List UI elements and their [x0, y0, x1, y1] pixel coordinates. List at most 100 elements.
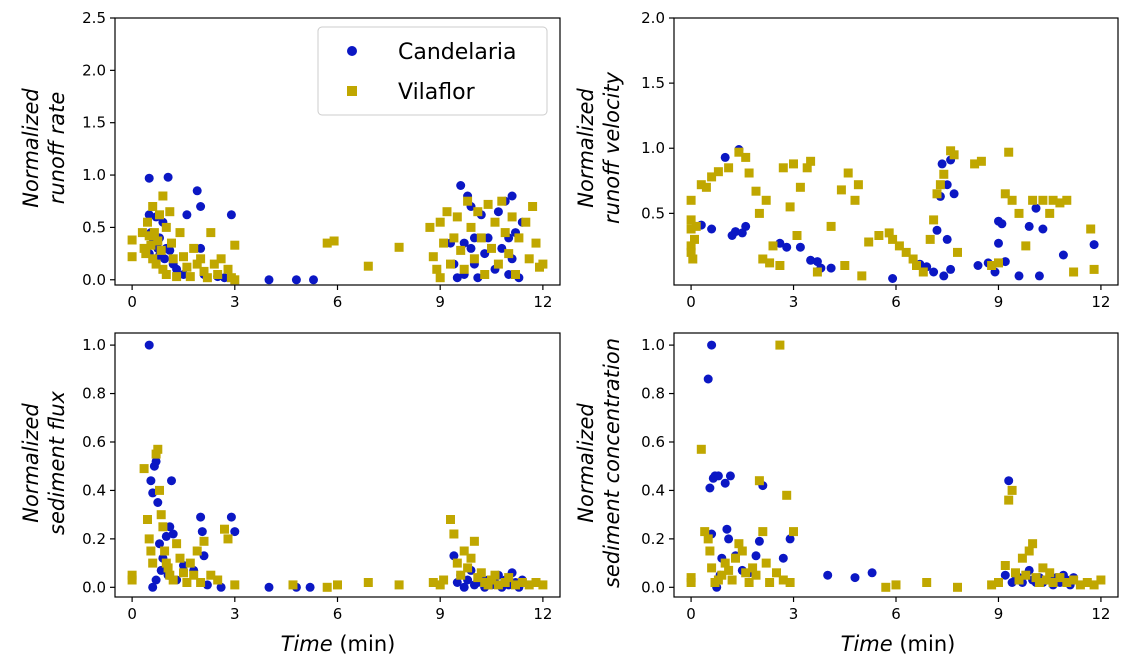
runoff-rate-candelaria-point [480, 249, 490, 259]
runoff-velocity-candelaria-point [1034, 271, 1044, 281]
sediment-flux-vilaflor-point [473, 573, 483, 583]
sediment-concentration-vilaflor-point [1096, 575, 1106, 585]
sediment-concentration-candelaria-point [823, 570, 833, 580]
sediment-flux-vilaflor-point [504, 573, 514, 583]
legend-label-candelaria: Candelaria [398, 40, 517, 65]
sediment-concentration-vilaflor-point [744, 578, 754, 587]
runoff-rate-vilaflor-point [476, 233, 486, 243]
sediment-flux-candelaria-point [165, 522, 175, 532]
sediment-flux-vilaflor-point [185, 558, 195, 568]
runoff-rate-vilaflor-point [322, 238, 332, 248]
sediment-concentration-vilaflor-point [1021, 570, 1031, 580]
sediment-concentration-candelaria-point [754, 536, 764, 546]
runoff-rate-xtick-label: 3 [230, 293, 240, 311]
runoff-velocity-vilaflor-point [929, 215, 939, 225]
sediment-flux-candelaria-point [153, 498, 163, 507]
sediment-flux-candelaria-point [155, 539, 164, 549]
runoff-rate-vilaflor-point [127, 252, 137, 262]
sediment-concentration-vilaflor-point [737, 546, 747, 556]
sediment-flux-vilaflor-point [196, 578, 206, 587]
sediment-concentration-vilaflor-point [1045, 568, 1055, 578]
runoff-rate-vilaflor-point [144, 231, 154, 241]
ylabel-runoff-velocity-line1: Normalized [574, 88, 598, 208]
sediment-concentration-xtick-label: 9 [994, 605, 1004, 623]
runoff-rate-vilaflor-point [172, 272, 182, 282]
runoff-rate-candelaria-point [192, 186, 202, 196]
runoff-velocity-candelaria-point [731, 227, 740, 237]
sediment-flux-vilaflor-point [439, 575, 449, 585]
runoff-velocity-vilaflor-point [918, 267, 928, 277]
runoff-velocity-vilaflor-point [806, 156, 816, 166]
runoff-velocity-vilaflor-point [1014, 208, 1024, 218]
runoff-rate-vilaflor-point [216, 254, 226, 264]
runoff-velocity-candelaria-point [937, 159, 947, 169]
runoff-velocity-vilaflor-point [1004, 147, 1014, 157]
runoff-rate-vilaflor-point [155, 210, 164, 220]
runoff-velocity-vilaflor-point [686, 247, 696, 257]
sediment-flux-candelaria-point [230, 527, 240, 537]
ylabel-runoff-rate-line1: Normalized [19, 88, 43, 208]
sediment-concentration-candelaria-point [850, 573, 860, 583]
runoff-velocity-vilaflor-point [853, 180, 863, 190]
sediment-concentration-candelaria-point [703, 374, 713, 384]
runoff-velocity-vilaflor-point [970, 159, 980, 169]
runoff-rate-vilaflor-point [466, 222, 476, 232]
sediment-concentration-ytick-label: 0.8 [641, 385, 665, 403]
sediment-concentration-vilaflor-point [891, 580, 901, 590]
runoff-rate-vilaflor-point [504, 249, 514, 259]
runoff-rate-vilaflor-point [507, 212, 517, 222]
runoff-rate-vilaflor-point [449, 233, 459, 243]
sediment-flux-vilaflor-point [476, 568, 486, 578]
runoff-velocity-candelaria-point [949, 189, 959, 199]
sediment-flux-candelaria-point [216, 582, 226, 592]
sediment-flux-xtick-label: 3 [230, 605, 240, 623]
runoff-rate-candelaria-point [507, 191, 517, 201]
sediment-flux-vilaflor-point [456, 570, 466, 580]
runoff-velocity-candelaria-point [1024, 221, 1034, 231]
runoff-velocity-candelaria-point [741, 221, 751, 231]
runoff-rate-vilaflor-point [469, 254, 479, 264]
sediment-flux-xtick-label: 12 [533, 605, 552, 623]
runoff-velocity-xtick-label: 6 [891, 293, 901, 311]
runoff-velocity-vilaflor-point [812, 267, 822, 277]
runoff-velocity-vilaflor-point [1007, 195, 1017, 205]
sediment-concentration-vilaflor-point [765, 578, 775, 587]
runoff-rate-vilaflor-point [141, 249, 151, 259]
runoff-velocity-vilaflor-point [1028, 195, 1038, 205]
sediment-concentration-candelaria-point [707, 340, 717, 350]
sediment-concentration-vilaflor-point [696, 444, 706, 454]
runoff-velocity-vilaflor-point [792, 231, 802, 240]
runoff-velocity-candelaria-point [782, 242, 792, 252]
runoff-velocity-vilaflor-point [843, 168, 853, 178]
runoff-velocity-ytick-label: 1.0 [641, 139, 665, 157]
runoff-velocity-vilaflor-point [795, 182, 805, 192]
sediment-concentration-candelaria-point [722, 524, 732, 534]
sediment-concentration-vilaflor-point [717, 570, 727, 580]
sediment-concentration-vilaflor-point [953, 582, 962, 592]
runoff-rate-vilaflor-point [425, 222, 435, 232]
runoff-velocity-vilaflor-point [994, 258, 1003, 268]
runoff-velocity-vilaflor-point [1021, 241, 1031, 251]
sediment-flux-vilaflor-point [223, 534, 233, 544]
xlabel-left-unit: (min) [333, 632, 396, 656]
sediment-flux-vilaflor-point [144, 534, 154, 544]
sediment-concentration-vilaflor-point [758, 527, 768, 537]
runoff-velocity-candelaria-point [932, 225, 942, 235]
runoff-velocity-vilaflor-point [768, 241, 778, 251]
sediment-flux-candelaria-point [197, 527, 207, 537]
sediment-flux-vilaflor-point [155, 485, 164, 495]
sediment-flux-vilaflor-point [483, 580, 493, 590]
sediment-concentration-vilaflor-point [720, 558, 730, 568]
runoff-rate-vilaflor-point [223, 264, 233, 274]
sediment-flux-candelaria-point [199, 551, 209, 561]
runoff-rate-ytick-label: 0.5 [82, 218, 106, 236]
sediment-concentration-vilaflor-point [994, 578, 1003, 587]
sediment-flux-vilaflor-point [435, 580, 445, 590]
runoff-rate-vilaflor-point [153, 236, 163, 246]
runoff-rate-vilaflor-point [165, 207, 175, 217]
runoff-rate-candelaria-point [309, 275, 318, 285]
sediment-concentration-candelaria-point [1004, 476, 1014, 486]
sediment-concentration-candelaria-point [713, 471, 723, 481]
runoff-velocity-vilaflor-point [888, 234, 898, 244]
